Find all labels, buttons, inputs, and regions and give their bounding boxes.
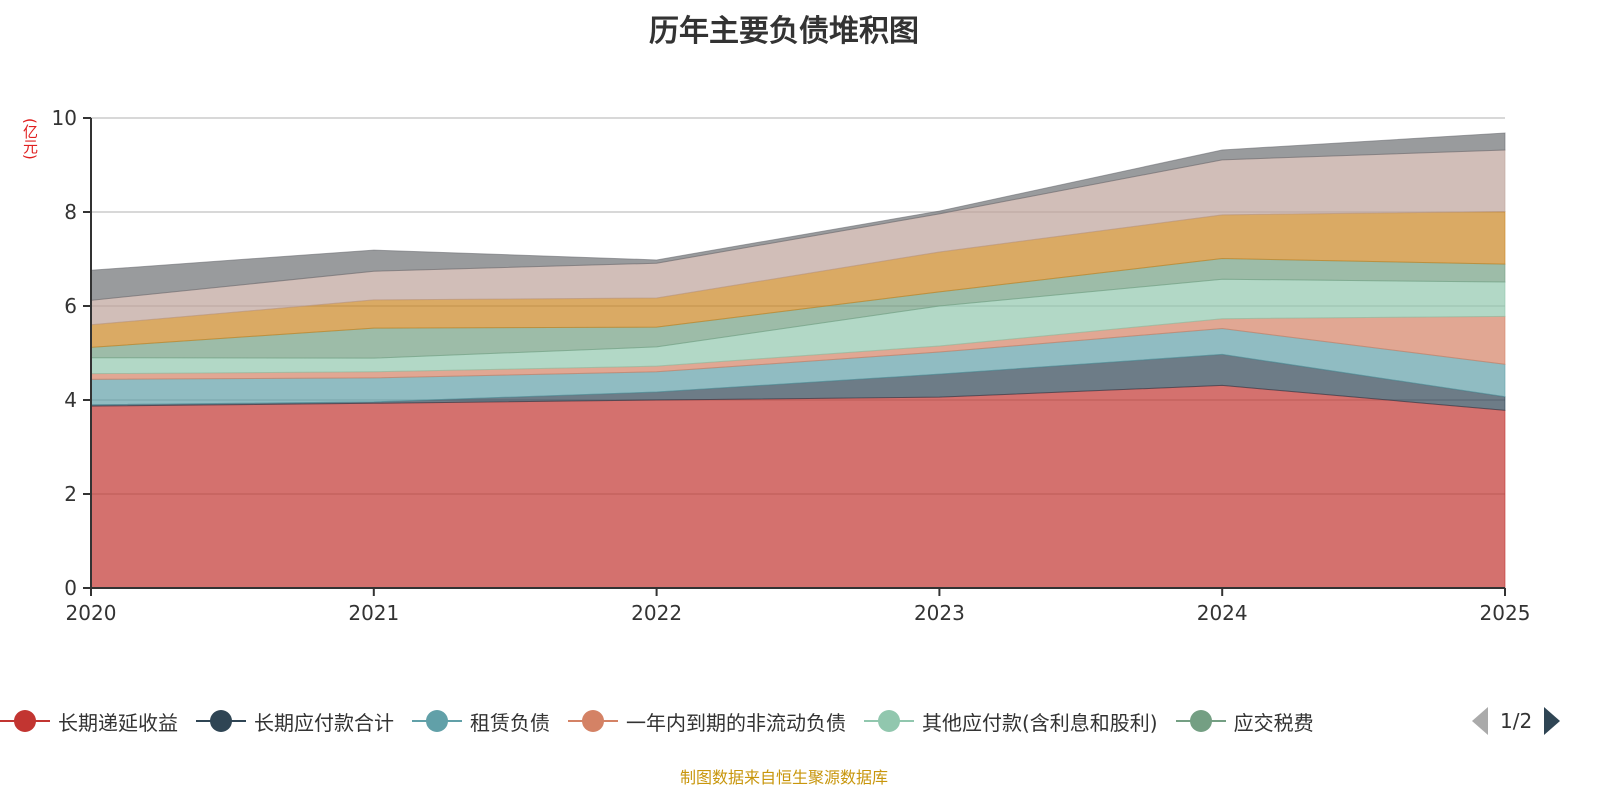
legend: 长期递延收益 长期应付款合计 租赁负债 一年内到期的非流动负债 其他应付款(含利息和股利… (0, 704, 1470, 738)
legend-item[interactable]: 其他应付款(含利息和股利) (864, 704, 1158, 738)
area-series-0 (90, 384, 1506, 589)
legend-marker-icon (412, 706, 462, 736)
y-axis-label: (亿元) (21, 118, 39, 160)
legend-marker-icon (864, 706, 914, 736)
y-tick-label: 6 (64, 294, 77, 318)
legend-pager: 1/2 (1472, 704, 1561, 738)
x-tick-label: 2021 (348, 601, 399, 625)
legend-marker-icon (1175, 706, 1226, 736)
legend-prev-page-icon[interactable] (1472, 707, 1488, 735)
y-tick-label: 8 (64, 200, 77, 224)
x-tick-label: 2020 (66, 601, 117, 625)
legend-marker-icon (196, 706, 246, 736)
y-tick-label: 4 (64, 388, 77, 412)
legend-page-indicator: 1/2 (1500, 709, 1533, 733)
y-tick-label: 0 (64, 576, 77, 600)
legend-next-page-icon[interactable] (1544, 707, 1561, 735)
legend-label: 其他应付款(含利息和股利) (922, 710, 1158, 735)
x-tick-label: 2022 (631, 601, 682, 625)
x-tick-label: 2024 (1197, 601, 1248, 625)
legend-marker-icon (0, 706, 50, 736)
legend-label: 一年内到期的非流动负债 (626, 710, 846, 735)
y-tick-label: 2 (64, 482, 77, 506)
legend-item[interactable]: 租赁负债 (412, 704, 550, 738)
legend-item[interactable]: 一年内到期的非流动负债 (568, 704, 846, 738)
x-tick-label: 2023 (914, 601, 965, 625)
area-series-8 (90, 132, 1506, 301)
legend-label: 应交税费 (1233, 710, 1314, 735)
y-tick-label: 10 (52, 106, 77, 130)
stacked-area-chart: 0 2 4 6 8 10 2020 2021 2022 2023 2024 2025 (52, 106, 1531, 625)
chart-title: 历年主要负债堆积图 (649, 14, 919, 49)
legend-marker-icon (568, 706, 618, 736)
data-source-note: 制图数据来自恒生聚源数据库 (679, 768, 888, 787)
legend-item[interactable]: 应交税费 (1175, 704, 1314, 738)
legend-label: 长期递延收益 (58, 710, 178, 735)
legend-item[interactable]: 长期递延收益 (0, 704, 178, 738)
legend-label: 长期应付款合计 (254, 710, 394, 735)
legend-label: 租赁负债 (470, 710, 550, 735)
legend-item[interactable]: 长期应付款合计 (196, 704, 394, 738)
x-tick-label: 2025 (1480, 601, 1531, 625)
